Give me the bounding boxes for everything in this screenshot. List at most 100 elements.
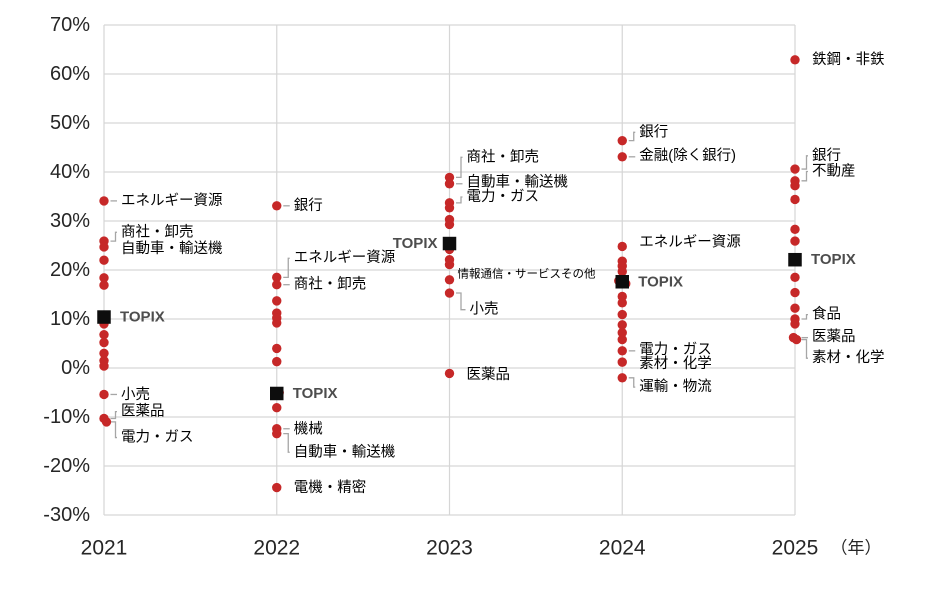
sector-label: 素材・化学 [812,349,885,366]
label-leader-line [801,155,808,170]
sector-dot [790,303,800,313]
y-axis-tick-label: 60% [50,63,90,85]
topix-label: TOPIX [638,273,683,290]
topix-marker [615,275,629,289]
y-axis-tick-label: 10% [50,308,90,330]
sector-dot [99,280,109,290]
sector-dot [272,343,282,354]
sector-dot [272,280,282,290]
sector-dot [444,288,455,298]
sector-label: 自動車・輸送機 [294,443,396,460]
x-axis-tick-label: 2025 [772,537,819,560]
label-leader-line [628,131,636,142]
y-axis-tick-label: 40% [50,161,90,183]
topix-label: TOPIX [393,235,438,252]
sector-dot [617,266,627,277]
sector-dot [272,428,282,439]
y-axis-tick-label: -30% [43,504,90,526]
sector-label: 自動車・輸送機 [467,173,569,190]
sector-label: 小売 [121,386,150,403]
y-axis-tick-label: -20% [43,455,90,477]
sector-dot [790,236,800,246]
sector-dot [790,194,800,205]
sector-dot [444,275,455,285]
sector-dot [617,357,627,367]
sector-dot [790,272,800,283]
sector-dot [791,334,802,345]
sector-dot [790,224,800,235]
sector-dot [444,368,455,379]
sector-dot [444,179,455,189]
sector-label: 商社・卸売 [467,148,540,165]
label-leader-line [456,196,463,204]
sector-dot [99,242,109,252]
label-leader-line [283,257,290,279]
sector-label: 銀行 [812,147,841,164]
sector-label: 電力・ガス [467,188,540,205]
topix-marker [270,386,284,401]
sector-label: 電機・精密 [294,479,367,496]
sector-dot [99,196,109,206]
sector-label: 運輸・物流 [639,378,712,395]
x-axis-tick-label: 2023 [426,537,473,560]
sector-dot [99,273,109,283]
sector-dot [99,255,109,265]
sector-dot [617,298,627,308]
topix-marker [442,236,457,251]
sector-dot [272,296,282,306]
sector-label: エネルギー資源 [121,192,223,209]
sector-dot [617,373,627,383]
sector-label: 金融(除く銀行) [639,147,736,164]
sector-dot [617,309,627,320]
sector-dot [272,272,282,283]
sector-dot [272,318,282,328]
sector-dot [617,152,627,162]
sector-dot [790,181,800,191]
y-axis-tick-label: 50% [50,112,90,134]
y-axis-tick-label: -10% [43,406,90,428]
sector-label: 小売 [470,301,499,318]
y-axis-tick-label: 30% [50,210,90,232]
sector-dot [272,356,282,367]
sector-dot [617,328,627,338]
label-leader-line [110,410,117,420]
sector-dot [99,361,109,371]
label-leader-line [628,377,636,388]
x-axis-unit-label: （年） [831,539,882,558]
sector-dot [617,241,627,252]
sector-dot [99,337,109,348]
sector-dot [444,259,455,270]
x-axis-tick-label: 2022 [253,537,300,560]
sector-dot [99,389,109,400]
label-leader-line [801,338,808,359]
sector-label: 銀行 [639,123,668,140]
sector-dot [617,320,627,330]
sector-label: エネルギー資源 [294,249,396,266]
label-leader-line [456,156,463,179]
x-axis-tick-label: 2024 [599,537,646,560]
topix-label: TOPIX [120,309,165,326]
sector-dot [272,402,282,413]
label-leader-line [801,170,808,182]
sector-dot [617,135,627,146]
sector-dot [272,201,282,211]
sector-label: 医薬品 [812,328,856,345]
y-axis-tick-label: 70% [50,14,90,36]
sector-label: 電力・ガス [121,429,194,446]
sector-label: 情報通信・サービスその他 [458,267,596,280]
sector-dot [101,417,112,427]
sector-dot [617,334,627,345]
sector-label: 医薬品 [121,403,165,420]
sector-dot [272,482,282,493]
sector-label: 不動産 [812,163,856,180]
topix-label: TOPIX [811,251,856,268]
sector-label: 電力・ガス [639,341,712,358]
label-leader-line [110,421,117,439]
sector-dot [790,55,800,65]
sector-dot [99,329,109,340]
sector-label: 食品 [812,306,841,323]
x-axis-tick-label: 2021 [81,537,128,560]
sector-dot [790,319,800,329]
